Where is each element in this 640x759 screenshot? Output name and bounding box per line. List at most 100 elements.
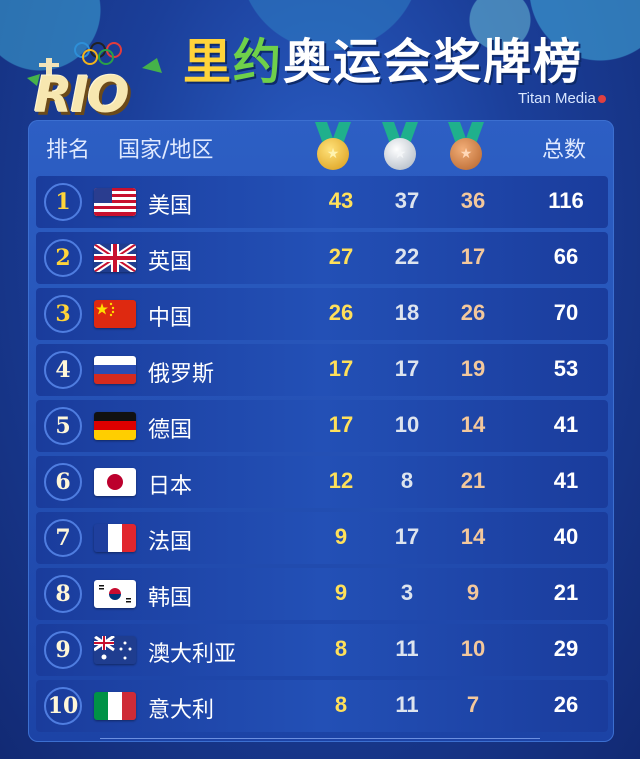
- bronze-count: 10: [460, 636, 486, 661]
- country-name: 法国: [148, 530, 193, 555]
- country-name: 中国: [148, 306, 193, 331]
- title-char: 奖: [433, 34, 484, 90]
- bronze-count: 17: [460, 244, 486, 269]
- table-row: 5 德国 17 10 14 41: [36, 400, 608, 452]
- country-name: 日本: [148, 474, 193, 499]
- gold-count: 43: [328, 188, 354, 213]
- gold-count: 12: [328, 468, 354, 493]
- country-name: 英国: [148, 250, 193, 275]
- silver-count: 11: [395, 692, 419, 717]
- country-name: 俄罗斯: [148, 362, 215, 387]
- credit-text: Titan Media: [518, 90, 606, 107]
- rank-badge: 5: [44, 407, 82, 445]
- gold-count: 26: [328, 300, 354, 325]
- country-name: 意大利: [148, 698, 215, 723]
- silver-count: 22: [394, 244, 420, 269]
- gold-count: 8: [334, 692, 348, 717]
- us-flag-icon: [94, 188, 136, 216]
- total-count: 66: [553, 244, 579, 269]
- total-count: 26: [553, 692, 579, 717]
- table-row: 3 中国 26 18 26 70: [36, 288, 608, 340]
- medal-table: 排名 国家/地区 ★ ★ ★ 总数 1 美国 43 37 36 116 2: [28, 120, 614, 742]
- rank-badge: 9: [44, 631, 82, 669]
- header-background-art: [0, 0, 640, 120]
- table-body: 1 美国 43 37 36 116 2 英国 27 22 17 66 3: [36, 176, 608, 736]
- rank-badge: 8: [44, 575, 82, 613]
- country-name: 韩国: [148, 586, 193, 611]
- table-row: 6 日本 12 8 21 41: [36, 456, 608, 508]
- gold-count: 17: [328, 356, 354, 381]
- bronze-count: 14: [460, 524, 486, 549]
- total-count: 41: [553, 468, 579, 493]
- table-row: 4 俄罗斯 17 17 19 53: [36, 344, 608, 396]
- bottom-divider: [100, 738, 540, 739]
- credit-label: Titan Media: [518, 90, 596, 107]
- total-count: 53: [553, 356, 579, 381]
- rank-badge: 10: [44, 687, 82, 725]
- silver-count: 37: [394, 188, 420, 213]
- china-flag-icon: [94, 300, 136, 328]
- page-title: 里约奥运会奖牌榜: [183, 22, 583, 92]
- rio-logo-text: RIO: [34, 66, 130, 124]
- table-row: 8 韩国 9 3 9 21: [36, 568, 608, 620]
- title-char: 里: [183, 34, 234, 90]
- title-char: 榜: [533, 34, 584, 90]
- rank-badge: 2: [44, 239, 82, 277]
- rank-column-header: 排名: [46, 138, 91, 163]
- silver-count: 11: [395, 636, 419, 661]
- title-char: 运: [333, 34, 384, 90]
- title-char: 牌: [483, 34, 534, 90]
- total-count: 116: [548, 188, 584, 213]
- total-count: 41: [553, 412, 579, 437]
- bronze-count: 26: [460, 300, 486, 325]
- country-name: 德国: [148, 418, 193, 443]
- bronze-count: 7: [466, 692, 480, 717]
- italy-flag-icon: [94, 692, 136, 720]
- gold-medal-icon: ★: [313, 122, 353, 174]
- total-count: 21: [553, 580, 579, 605]
- rank-badge: 1: [44, 183, 82, 221]
- silver-count: 8: [400, 468, 414, 493]
- rank-badge: 7: [44, 519, 82, 557]
- table-row: 2 英国 27 22 17 66: [36, 232, 608, 284]
- title-char: 约: [233, 34, 284, 90]
- silver-count: 18: [394, 300, 420, 325]
- silver-count: 17: [394, 524, 420, 549]
- silver-medal-icon: ★: [380, 122, 420, 174]
- country-column-header: 国家/地区: [118, 138, 214, 163]
- table-row: 9 澳大利亚 8 11 10 29: [36, 624, 608, 676]
- gold-count: 8: [334, 636, 348, 661]
- silver-count: 17: [394, 356, 420, 381]
- table-row: 10 意大利 8 11 7 26: [36, 680, 608, 732]
- rank-badge: 4: [44, 351, 82, 389]
- bronze-count: 14: [460, 412, 486, 437]
- australia-flag-icon: [94, 636, 136, 664]
- rank-badge: 3: [44, 295, 82, 333]
- bronze-count: 19: [460, 356, 486, 381]
- total-count: 29: [553, 636, 579, 661]
- gold-count: 17: [328, 412, 354, 437]
- bronze-count: 36: [460, 188, 486, 213]
- credit-dot-icon: [597, 95, 606, 103]
- bronze-count: 21: [460, 468, 486, 493]
- table-row: 1 美国 43 37 36 116: [36, 176, 608, 228]
- total-column-header: 总数: [542, 138, 587, 163]
- silver-count: 10: [394, 412, 420, 437]
- russia-flag-icon: [94, 356, 136, 384]
- japan-flag-icon: [94, 468, 136, 496]
- total-count: 70: [553, 300, 579, 325]
- bronze-count: 9: [466, 580, 480, 605]
- title-char: 奥: [283, 34, 334, 90]
- bronze-medal-icon: ★: [446, 122, 486, 174]
- country-name: 美国: [148, 194, 193, 219]
- germany-flag-icon: [94, 412, 136, 440]
- korea-flag-icon: [94, 580, 136, 608]
- gold-count: 9: [334, 580, 348, 605]
- country-name: 澳大利亚: [148, 642, 237, 667]
- france-flag-icon: [94, 524, 136, 552]
- gold-count: 27: [328, 244, 354, 269]
- olympic-rings-icon: [27, 42, 162, 86]
- rio-logo: RIO: [22, 28, 172, 124]
- gold-count: 9: [334, 524, 348, 549]
- title-char: 会: [383, 34, 434, 90]
